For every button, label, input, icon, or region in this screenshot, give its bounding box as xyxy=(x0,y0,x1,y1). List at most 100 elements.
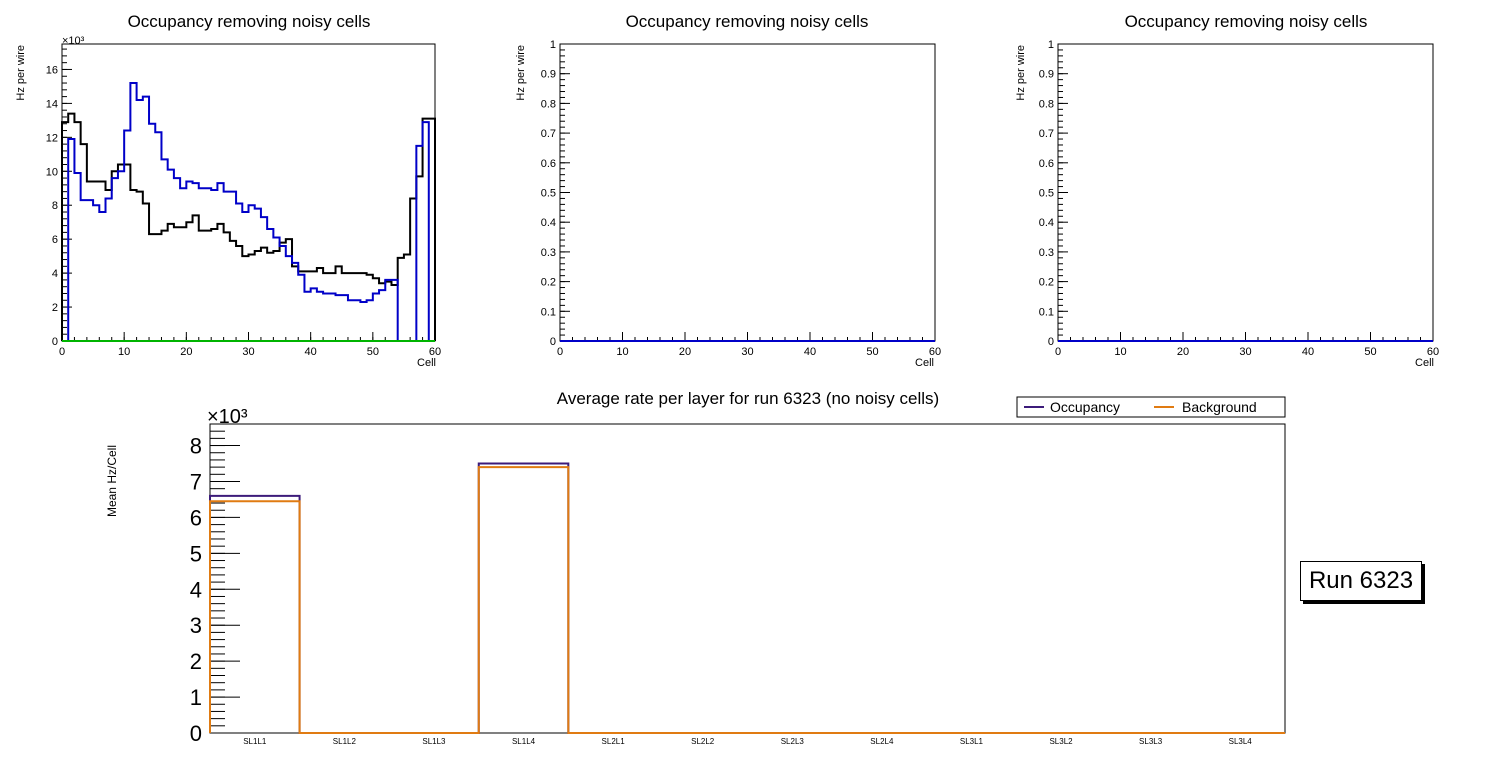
x-tick-label: 10 xyxy=(1114,346,1126,358)
category-label: SL1L2 xyxy=(333,737,357,746)
x-tick-label: 40 xyxy=(1302,346,1314,358)
y-tick-label: 4 xyxy=(52,268,58,280)
legend-background-label: Background xyxy=(1182,399,1257,415)
panel-frame xyxy=(1057,43,1434,342)
x-tick-label: 0 xyxy=(557,346,563,358)
x-tick-label: 20 xyxy=(180,346,192,358)
y-tick-label: 1 xyxy=(1048,39,1054,51)
y-tick-label: 16 xyxy=(46,64,58,76)
run-label: Run 6323 xyxy=(1308,567,1414,594)
category-label: SL2L4 xyxy=(870,737,894,746)
panel-2-xlabel: Cell xyxy=(915,357,934,369)
y-tick-label: 2 xyxy=(52,302,58,314)
y-tick-label: 0 xyxy=(190,721,202,746)
category-label: SL2L2 xyxy=(691,737,715,746)
x-tick-label: 50 xyxy=(1364,346,1376,358)
x-tick-label: 30 xyxy=(1239,346,1251,358)
category-label: SL3L2 xyxy=(1049,737,1073,746)
y-tick-label: 0 xyxy=(52,336,58,348)
panel-1-exponent: ×10³ xyxy=(62,35,85,47)
category-label: SL1L1 xyxy=(243,737,267,746)
panel-2-ylabel: Hz per wire xyxy=(515,45,527,101)
panel-1-xlabel: Cell xyxy=(417,357,436,369)
y-tick-label: 0.5 xyxy=(1039,188,1054,200)
y-tick-label: 0.9 xyxy=(1039,69,1054,81)
y-tick-label: 0.4 xyxy=(541,217,556,229)
y-tick-label: 0.2 xyxy=(541,277,556,289)
series-blue-step xyxy=(62,82,435,342)
category-label: SL3L3 xyxy=(1139,737,1163,746)
y-tick-label: 0.8 xyxy=(1039,98,1054,110)
category-label: SL1L3 xyxy=(422,737,446,746)
y-tick-label: 0.9 xyxy=(541,69,556,81)
y-tick-label: 0.6 xyxy=(1039,158,1054,170)
y-tick-label: 5 xyxy=(190,541,202,566)
y-tick-label: 0.2 xyxy=(1039,277,1054,289)
x-tick-label: 60 xyxy=(429,346,441,358)
x-tick-label: 20 xyxy=(679,346,691,358)
bottom-ylabel: Mean Hz/Cell xyxy=(105,445,119,517)
x-tick-label: 50 xyxy=(866,346,878,358)
y-tick-label: 1 xyxy=(550,39,556,51)
y-tick-label: 10 xyxy=(46,166,58,178)
y-tick-label: 8 xyxy=(190,434,202,459)
y-tick-label: 0.7 xyxy=(1039,128,1054,140)
x-tick-label: 40 xyxy=(305,346,317,358)
x-tick-label: 60 xyxy=(929,346,941,358)
panel-frame xyxy=(559,43,936,342)
panel-3-ylabel: Hz per wire xyxy=(1015,45,1027,101)
y-tick-label: 0 xyxy=(550,336,556,348)
y-tick-label: 6 xyxy=(190,505,202,530)
y-tick-label: 0.3 xyxy=(1039,247,1054,259)
bottom-title: Average rate per layer for run 6323 (no … xyxy=(557,389,939,408)
panel-bottom: Average rate per layer for run 6323 (no … xyxy=(105,389,1286,746)
y-tick-label: 3 xyxy=(190,613,202,638)
legend-occupancy-label: Occupancy xyxy=(1050,399,1120,415)
x-tick-label: 40 xyxy=(804,346,816,358)
panel-frame xyxy=(61,43,436,342)
x-tick-label: 30 xyxy=(741,346,753,358)
y-tick-label: 12 xyxy=(46,132,58,144)
panel-1-ylabel: Hz per wire xyxy=(15,45,27,101)
y-tick-label: 6 xyxy=(52,234,58,246)
panel-1: Occupancy removing noisy cells Hz per wi… xyxy=(15,12,441,369)
x-tick-label: 0 xyxy=(1055,346,1061,358)
run-label-box: Run 6323 xyxy=(1300,561,1422,601)
y-tick-label: 0.7 xyxy=(541,128,556,140)
series-background-step xyxy=(209,466,1285,734)
y-tick-label: 8 xyxy=(52,200,58,212)
x-tick-label: 50 xyxy=(367,346,379,358)
category-label: SL2L3 xyxy=(781,737,805,746)
x-tick-label: 60 xyxy=(1427,346,1439,358)
category-label: SL1L4 xyxy=(512,737,536,746)
panel-1-title: Occupancy removing noisy cells xyxy=(128,12,371,31)
x-tick-label: 10 xyxy=(118,346,130,358)
series-occupancy-step xyxy=(209,462,1285,734)
y-tick-label: 0.4 xyxy=(1039,217,1054,229)
y-tick-label: 7 xyxy=(190,469,202,494)
y-tick-label: 0.1 xyxy=(541,306,556,318)
panel-3: Occupancy removing noisy cells Hz per wi… xyxy=(1015,12,1439,369)
y-tick-label: 4 xyxy=(190,577,202,602)
y-tick-label: 14 xyxy=(46,98,58,110)
panel-3-title: Occupancy removing noisy cells xyxy=(1125,12,1368,31)
category-label: SL2L1 xyxy=(602,737,626,746)
y-tick-label: 0.1 xyxy=(1039,306,1054,318)
y-tick-label: 0.5 xyxy=(541,188,556,200)
x-tick-label: 20 xyxy=(1177,346,1189,358)
x-tick-label: 0 xyxy=(59,346,65,358)
category-label: SL3L1 xyxy=(960,737,984,746)
panel-2-title: Occupancy removing noisy cells xyxy=(626,12,869,31)
panel-2: Occupancy removing noisy cells Hz per wi… xyxy=(515,12,941,369)
x-tick-label: 10 xyxy=(616,346,628,358)
y-tick-label: 0.8 xyxy=(541,98,556,110)
y-tick-label: 0.3 xyxy=(541,247,556,259)
legend-box xyxy=(1016,396,1286,418)
bottom-frame xyxy=(209,423,1286,734)
y-tick-label: 0.6 xyxy=(541,158,556,170)
y-tick-label: 0 xyxy=(1048,336,1054,348)
bottom-exponent: ×10³ xyxy=(207,406,248,428)
y-tick-label: 1 xyxy=(190,685,202,710)
y-tick-label: 2 xyxy=(190,649,202,674)
